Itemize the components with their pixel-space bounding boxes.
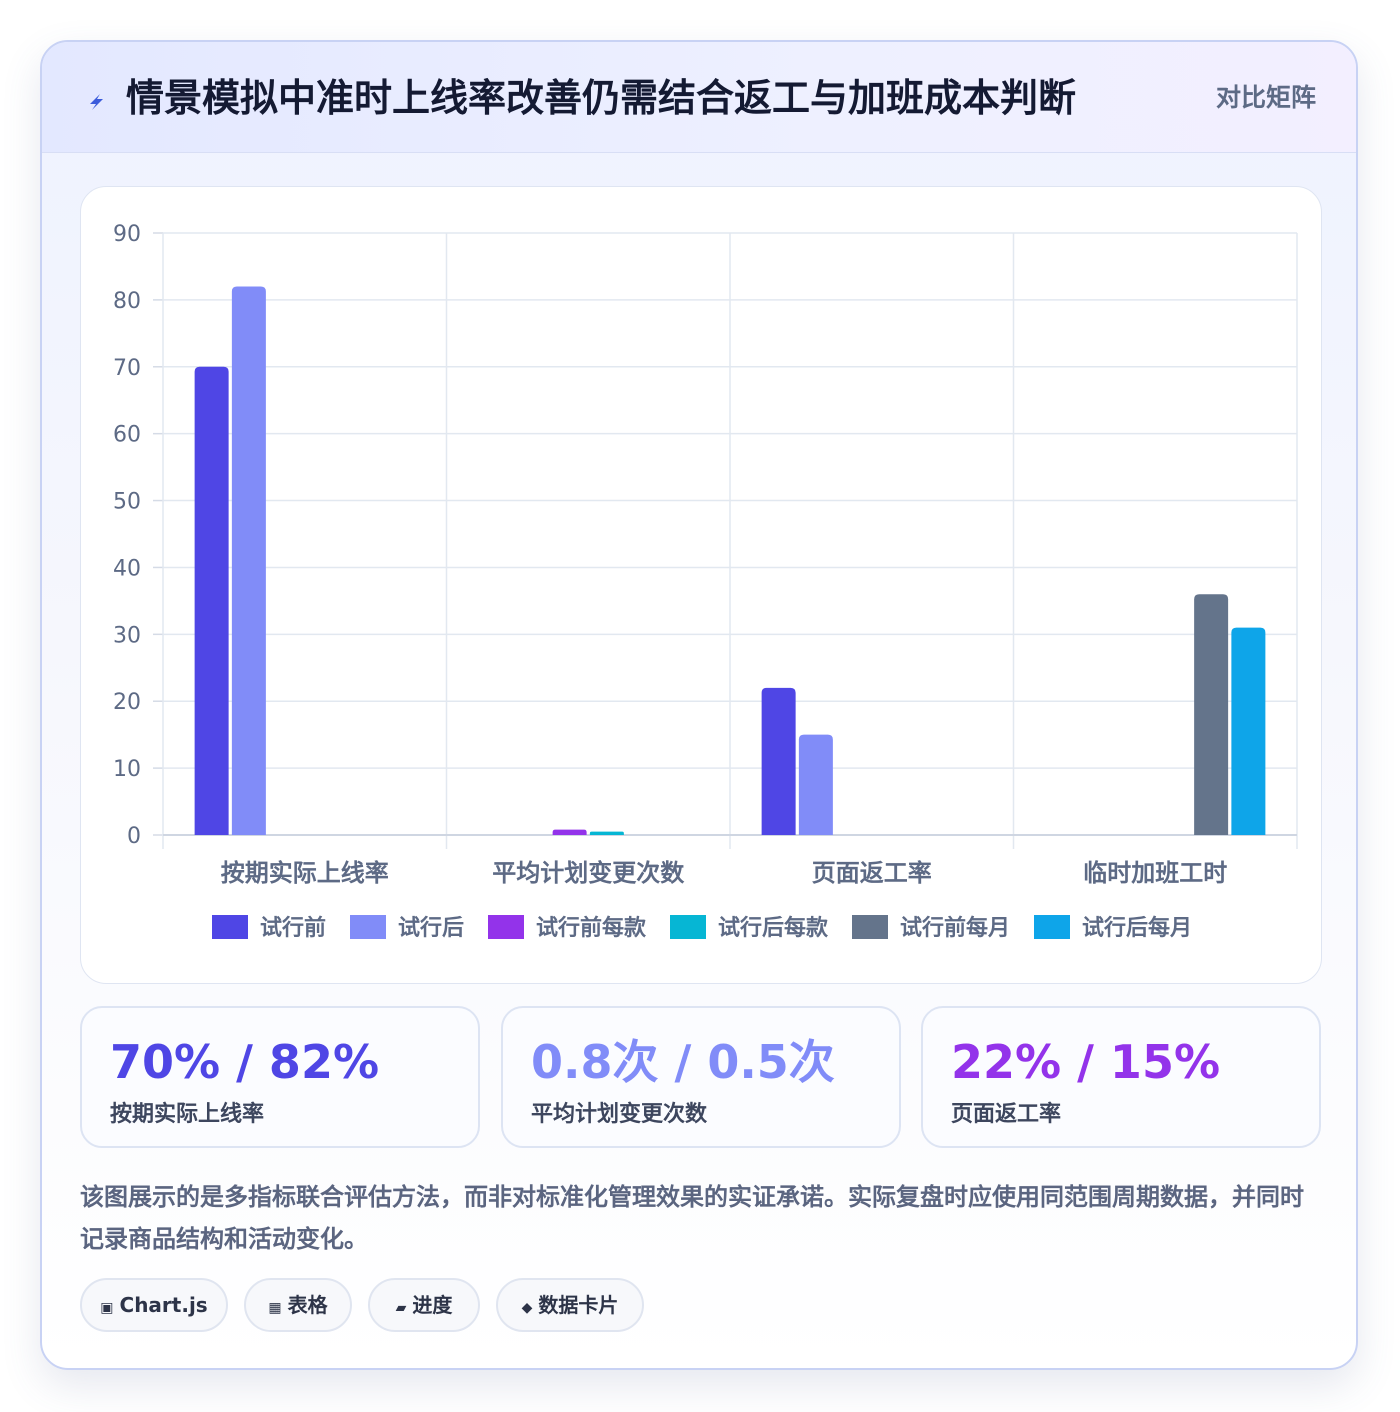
stat-card-ontime: 70% / 82% 按期实际上线率 [80, 1006, 480, 1148]
y-tick-label: 0 [127, 824, 141, 849]
tag-label: 表格 [287, 1293, 328, 1317]
tag-progress[interactable]: ▰ 进度 [368, 1278, 480, 1332]
bar [798, 734, 833, 835]
bar [1194, 594, 1229, 835]
card-header: 情景模拟中准时上线率改善仍需结合返工与加班成本判断 对比矩阵 [42, 42, 1356, 153]
progress-icon: ▰ [395, 1300, 407, 1316]
legend-label: 试行后每款 [718, 915, 829, 941]
bar [552, 829, 587, 835]
page-title: 情景模拟中准时上线率改善仍需结合返工与加班成本判断 [126, 76, 1077, 120]
table-icon: ▦ [268, 1300, 282, 1316]
legend-swatch [1034, 915, 1070, 939]
view-badge[interactable]: 对比矩阵 [1215, 83, 1316, 112]
stat-value: 22% / 15% [951, 1035, 1221, 1089]
tag-table[interactable]: ▦ 表格 [244, 1278, 352, 1332]
legend-label: 试行后 [398, 915, 464, 941]
bar-chart: 0 10 20 30 40 50 60 70 80 90 按期实际上线率 平均计划变更次数 页面返工率 临… [113, 222, 1298, 941]
stat-value: 70% / 82% [110, 1035, 380, 1089]
stat-label: 页面返工率 [951, 1102, 1062, 1127]
tag-label: Chart.js [119, 1293, 208, 1317]
legend-swatch [852, 915, 888, 939]
stat-card-rework: 22% / 15% 页面返工率 [921, 1006, 1321, 1148]
y-tick-label: 10 [113, 757, 141, 782]
bar [231, 286, 266, 835]
stat-label: 平均计划变更次数 [531, 1102, 708, 1127]
bar [194, 366, 229, 835]
tag-data-card[interactable]: ◆ 数据卡片 [496, 1278, 644, 1332]
stat-value: 0.8次 / 0.5次 [531, 1035, 835, 1089]
legend-swatch [670, 915, 706, 939]
legend-swatch [488, 915, 524, 939]
tag-label: 数据卡片 [538, 1293, 619, 1317]
y-tick-label: 70 [113, 356, 141, 381]
tag-label: 进度 [412, 1293, 453, 1317]
legend-label: 试行前每月 [900, 915, 1010, 941]
y-tick-label: 50 [113, 490, 141, 515]
square-icon: ▣ [100, 1300, 114, 1316]
y-tick-label: 60 [113, 423, 141, 448]
y-tick-label: 30 [113, 623, 141, 648]
chart-panel: 0 10 20 30 40 50 60 70 80 90 按期实际上线率 平均计划变更次数 页面返工率 临… [80, 186, 1322, 984]
report-card: 情景模拟中准时上线率改善仍需结合返工与加班成本判断 对比矩阵 0 10 20 30 40… [40, 40, 1358, 1370]
x-tick-label: 按期实际上线率 [221, 859, 389, 887]
y-tick-label: 20 [113, 690, 141, 715]
y-tick-label: 90 [113, 222, 141, 247]
x-tick-label: 临时加班工时 [1083, 859, 1227, 887]
lightning-icon [90, 94, 103, 110]
y-tick-label: 80 [113, 289, 141, 314]
legend-label: 试行后每月 [1082, 915, 1192, 941]
stat-card-changes: 0.8次 / 0.5次 平均计划变更次数 [501, 1006, 901, 1148]
legend-label: 试行前每款 [536, 915, 647, 941]
diamond-icon: ◆ [521, 1300, 533, 1316]
bar [589, 831, 624, 835]
y-tick-label: 40 [113, 556, 141, 581]
legend-swatch [212, 915, 248, 939]
legend-label: 试行前 [260, 915, 326, 941]
legend-swatch [350, 915, 386, 939]
bar [761, 687, 796, 835]
tag-chartjs[interactable]: ▣ Chart.js [80, 1278, 228, 1332]
x-tick-label: 平均计划变更次数 [492, 859, 685, 887]
stat-label: 按期实际上线率 [110, 1102, 265, 1127]
methodology-note: 该图展示的是多指标联合评估方法，而非对标准化管理效果的实证承诺。实际复盘时应使用… [80, 1183, 1304, 1253]
x-tick-label: 页面返工率 [812, 859, 932, 887]
bar [1231, 627, 1266, 835]
